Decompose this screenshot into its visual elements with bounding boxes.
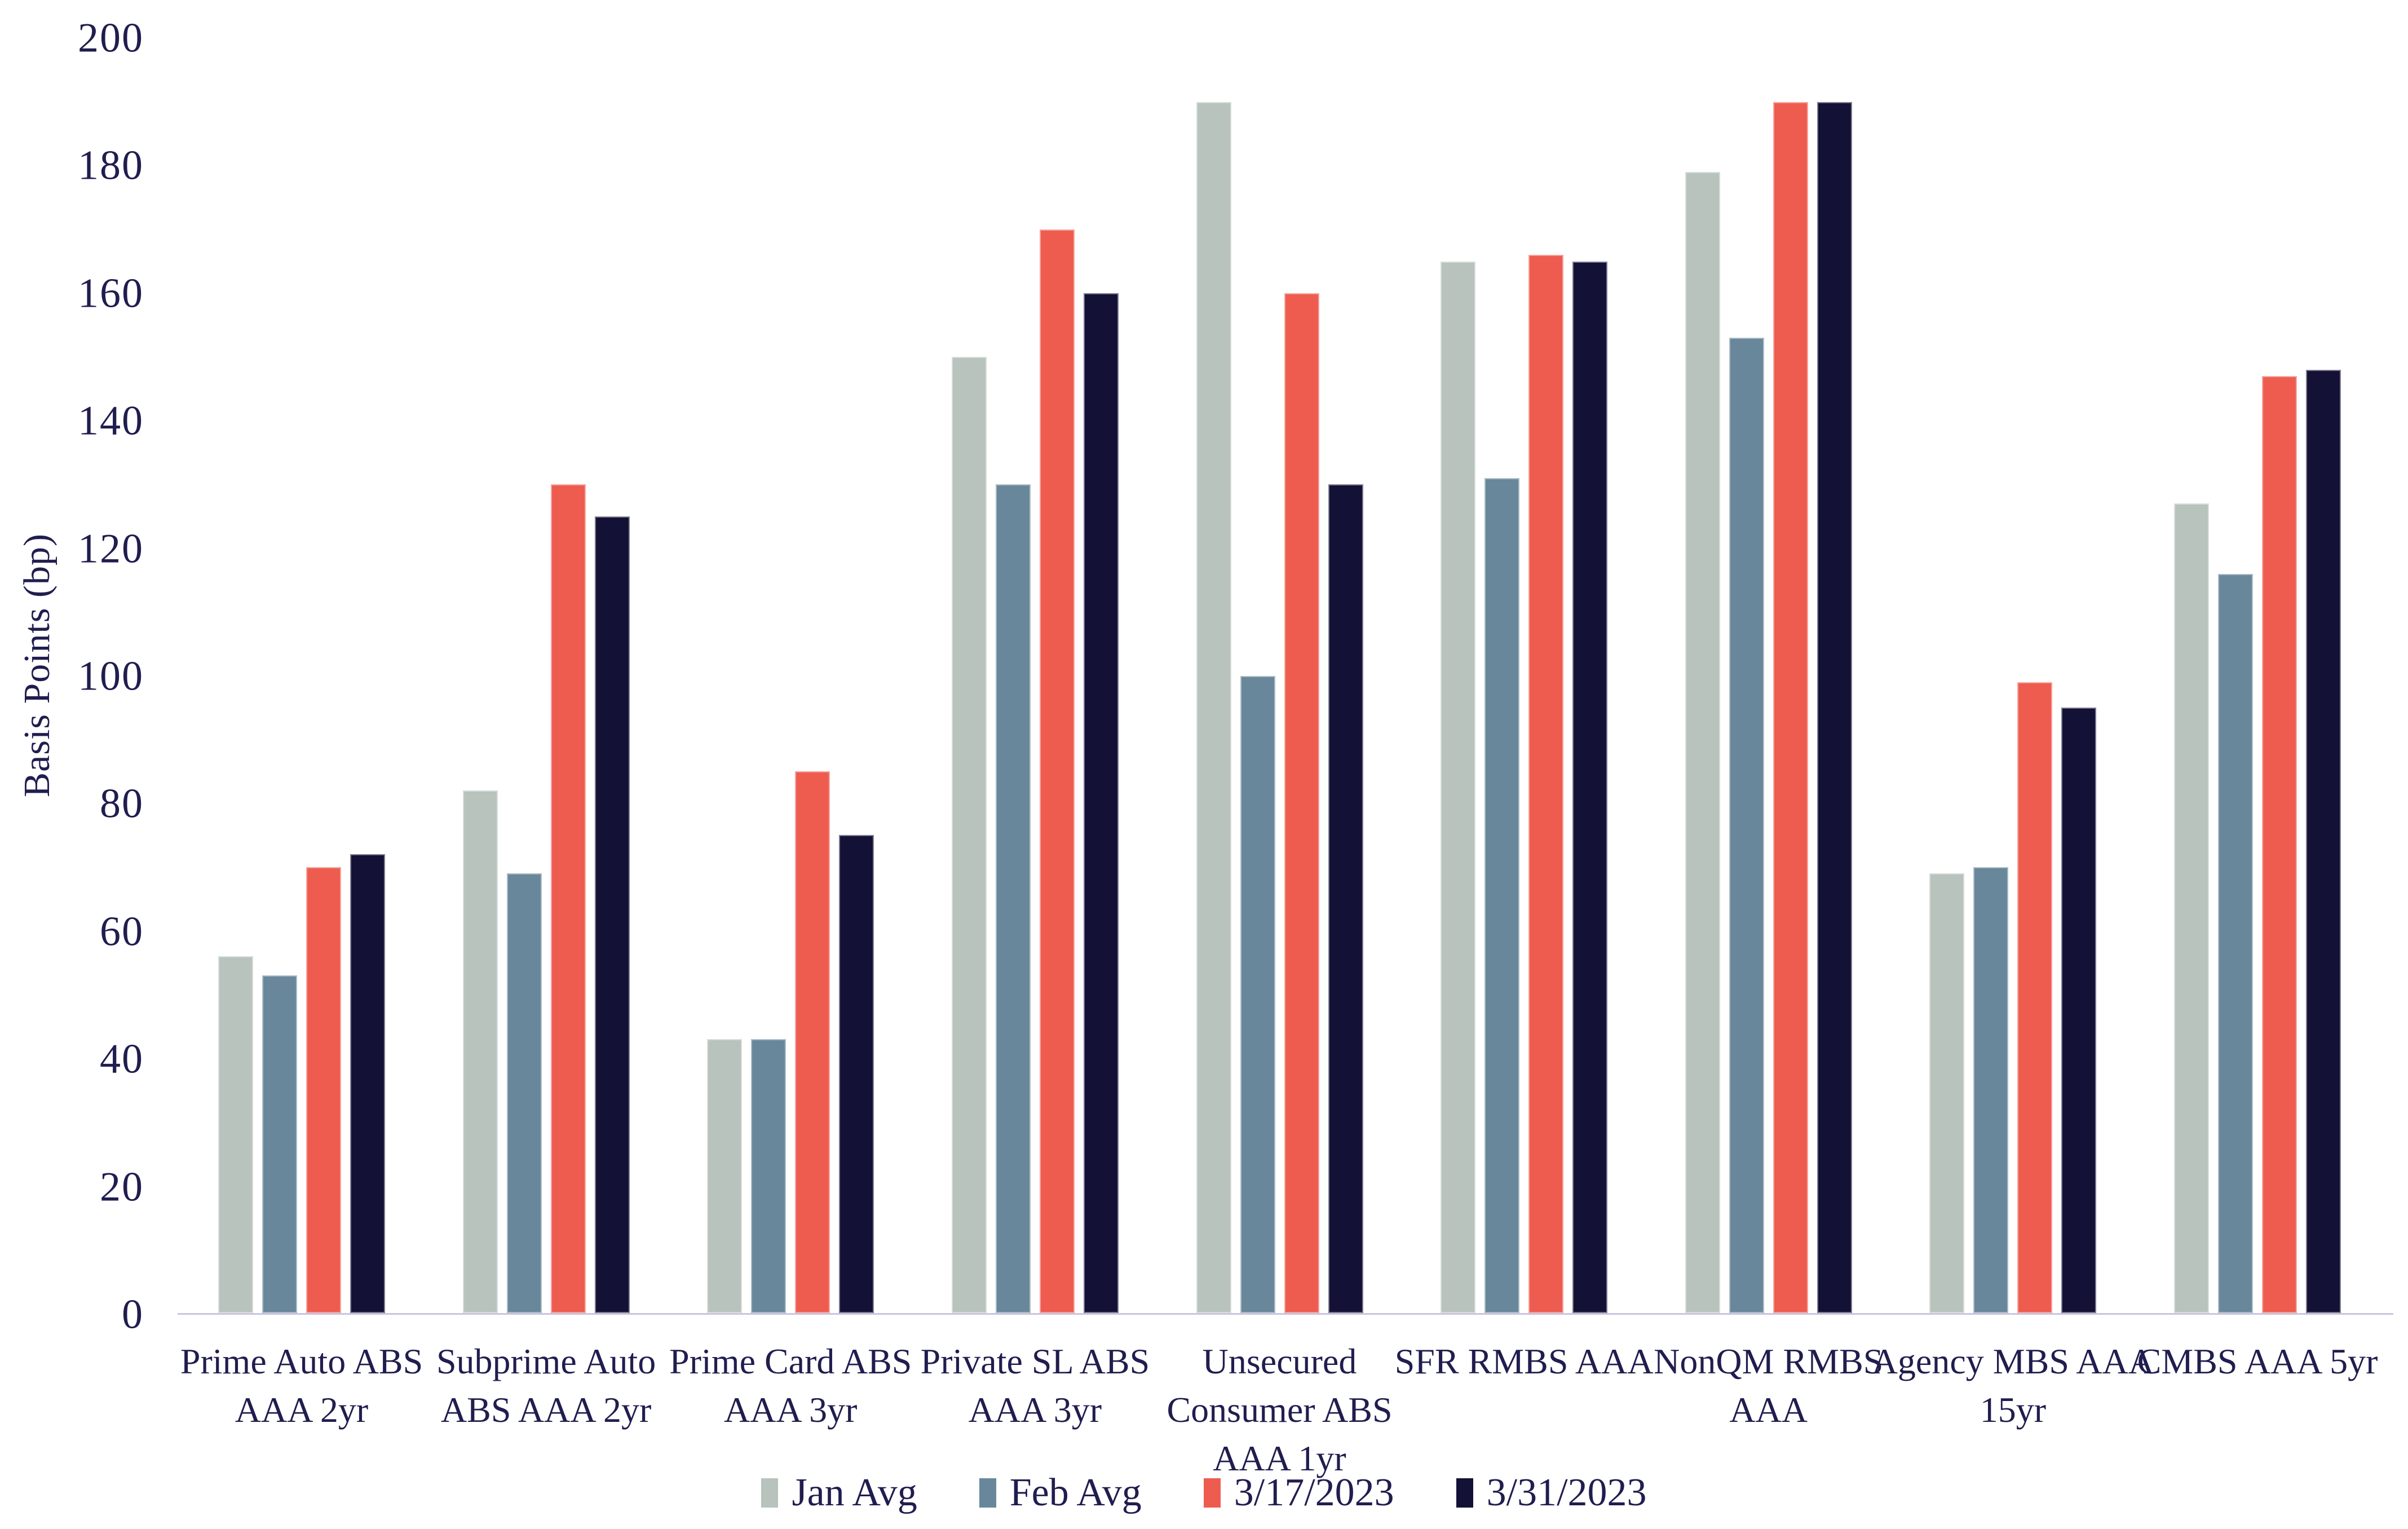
bar-jan-avg [1441, 261, 1476, 1313]
legend-swatch-icon [761, 1478, 779, 1508]
legend-item-3-31-2023: 3/31/2023 [1456, 1470, 1647, 1515]
y-axis-tick-label: 40 [100, 1036, 144, 1082]
x-axis-label-text: Subprime Auto ABS AAA 2yr [436, 1341, 656, 1430]
legend-item-feb-avg: Feb Avg [979, 1470, 1142, 1515]
legend-label: 3/31/2023 [1486, 1471, 1647, 1514]
bar-jan-avg [707, 1039, 743, 1313]
legend-item-3-17-2023: 3/17/2023 [1203, 1470, 1394, 1515]
bar-jan-avg [1196, 102, 1231, 1313]
bar-group-private-sl-abs-aaa-3yr [951, 38, 1119, 1313]
y-axis-tick-label: 20 [100, 1164, 144, 1210]
bar-3-31-2023 [2306, 369, 2341, 1313]
bar-3-17-2023 [1284, 293, 1319, 1313]
x-axis-label-text: Prime Auto ABS AAA 2yr [180, 1341, 423, 1430]
legend-label: Jan Avg [792, 1471, 917, 1514]
bar-3-17-2023 [306, 867, 341, 1313]
bar-feb-avg [1973, 867, 2009, 1313]
bar-feb-avg [995, 484, 1031, 1313]
legend-swatch-icon [1203, 1478, 1221, 1508]
x-axis-label-private-sl-abs-aaa-3yr: Private SL ABS AAA 3yr [921, 1337, 1150, 1430]
bar-3-17-2023 [795, 771, 830, 1313]
bar-feb-avg [262, 975, 297, 1313]
legend: Jan Avg Feb Avg 3/17/2023 3/31/2023 [0, 1470, 2408, 1515]
y-axis-tick-label: 80 [100, 780, 144, 827]
legend-item-jan-avg: Jan Avg [761, 1470, 917, 1515]
y-axis-tick-label: 200 [78, 15, 144, 61]
bar-3-31-2023 [350, 854, 385, 1313]
y-axis-tick-label: 180 [78, 142, 144, 189]
x-axis-label-unsecured-consumer-abs-aaa-1yr: Unsecured Consumer ABS AAA 1yr [1167, 1337, 1392, 1478]
bar-3-31-2023 [594, 516, 630, 1313]
x-axis-label-text: Prime Card ABS AAA 3yr [669, 1341, 912, 1430]
x-axis-label-sfr-rmbs-aaa: SFR RMBS AAA [1395, 1337, 1654, 1381]
bar-group-sfr-rmbs-aaa [1441, 38, 1608, 1313]
bar-jan-avg [1685, 172, 1720, 1313]
x-axis-label-text: CMBS AAA 5yr [2137, 1341, 2378, 1381]
bar-3-31-2023 [839, 835, 874, 1313]
bar-jan-avg [951, 357, 987, 1313]
bar-group-cmbs-aaa-5yr [2174, 38, 2341, 1313]
x-axis-label-agency-mbs-aaa-15yr: Agency MBS AAA 15yr [1872, 1337, 2154, 1430]
bar-jan-avg [1929, 873, 1965, 1313]
x-axis-label-prime-auto-abs-aaa-2yr: Prime Auto ABS AAA 2yr [180, 1337, 423, 1430]
bar-group-prime-auto-abs-aaa-2yr [218, 38, 385, 1313]
bar-feb-avg [1484, 478, 1520, 1313]
bar-3-17-2023 [1528, 255, 1564, 1313]
bar-group-agency-mbs-aaa-15yr [1929, 38, 2097, 1313]
bar-feb-avg [751, 1039, 787, 1313]
y-axis-tick-label: 140 [78, 397, 144, 444]
bar-jan-avg [218, 956, 253, 1313]
bar-feb-avg [1240, 675, 1275, 1313]
bar-3-17-2023 [1773, 102, 1808, 1313]
y-axis-tick-label: 160 [78, 270, 144, 317]
x-axis-label-text: SFR RMBS AAA [1394, 1341, 1654, 1381]
bar-feb-avg [1729, 338, 1764, 1313]
bar-jan-avg [2174, 503, 2209, 1313]
bar-3-17-2023 [2017, 682, 2053, 1313]
bar-group-prime-card-abs-aaa-3yr [707, 38, 874, 1313]
x-axis-label-subprime-auto-abs-aaa-2yr: Subprime Auto ABS AAA 2yr [436, 1337, 656, 1430]
legend-swatch-icon [979, 1478, 996, 1508]
y-axis-tick-label: 100 [78, 653, 144, 700]
bar-3-17-2023 [2262, 376, 2297, 1313]
bar-feb-avg [2218, 573, 2253, 1313]
x-axis-label-cmbs-aaa-5yr: CMBS AAA 5yr [2137, 1337, 2378, 1381]
legend-swatch-icon [1456, 1478, 1473, 1508]
x-axis-label-text: NonQM RMBS AAA [1654, 1341, 1884, 1430]
x-axis-label-prime-card-abs-aaa-3yr: Prime Card ABS AAA 3yr [669, 1337, 912, 1430]
y-axis-tick-label: 60 [100, 908, 144, 955]
bar-group-subprime-auto-abs-aaa-2yr [462, 38, 630, 1313]
bar-3-31-2023 [1572, 261, 1608, 1313]
bar-3-17-2023 [550, 484, 586, 1313]
bar-3-31-2023 [1328, 484, 1363, 1313]
x-axis-label-text: Private SL ABS AAA 3yr [920, 1341, 1150, 1430]
legend-label: Feb Avg [1009, 1471, 1142, 1514]
bar-3-31-2023 [1083, 293, 1119, 1313]
bar-3-31-2023 [2061, 708, 2097, 1313]
bar-group-unsecured-consumer-abs-aaa-1yr [1196, 38, 1363, 1313]
bar-3-17-2023 [1039, 229, 1075, 1313]
x-axis-labels: Prime Auto ABS AAA 2yr Subprime Auto ABS AA… [178, 1337, 2393, 1478]
bar-jan-avg [462, 790, 498, 1313]
x-axis-label-text: Unsecured Consumer ABS AAA 1yr [1167, 1341, 1393, 1478]
bar-feb-avg [506, 873, 542, 1313]
bar-group-nonqm-rmbs-aaa [1685, 38, 1852, 1313]
plot-area [178, 38, 2393, 1315]
bar-3-31-2023 [1817, 102, 1852, 1313]
y-axis-tick-label: 120 [78, 525, 144, 572]
y-axis-tick-label: 0 [122, 1291, 144, 1338]
legend-label: 3/17/2023 [1234, 1471, 1394, 1514]
x-axis-label-nonqm-rmbs-aaa: NonQM RMBS AAA [1654, 1337, 1883, 1430]
y-axis: 0 20 40 60 80 100 120 140 160 180 200 [0, 15, 155, 1338]
x-axis-label-text: Agency MBS AAA 15yr [1871, 1341, 2155, 1430]
